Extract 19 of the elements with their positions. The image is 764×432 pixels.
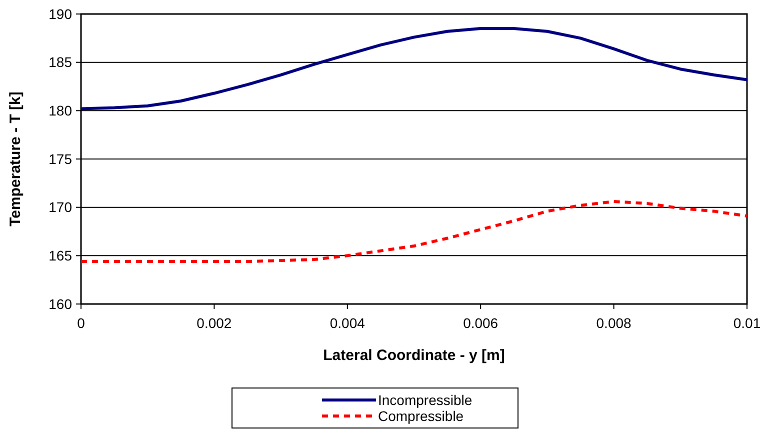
y-tick-label: 165 (48, 248, 72, 264)
x-axis-title: Lateral Coordinate - y [m] (323, 347, 505, 364)
x-tick-label: 0.008 (596, 315, 632, 331)
y-tick-label: 185 (48, 54, 72, 70)
y-tick-label: 175 (48, 150, 72, 167)
y-tick-label: 190 (48, 6, 72, 22)
y-axis-title: Temperature - T [k] (7, 92, 24, 226)
x-tick-label: 0.006 (463, 315, 498, 331)
y-tick-label: 170 (48, 199, 72, 216)
legend-label: Incompressible (378, 392, 472, 408)
x-tick-label: 0.002 (196, 315, 232, 331)
x-tick-label: 0.004 (330, 315, 366, 331)
line-series (80, 200, 748, 263)
x-tick-label: 0.01 (733, 315, 761, 331)
y-tick-label: 160 (48, 296, 72, 312)
x-tick-label: 0 (77, 315, 86, 331)
legend-label: Compressible (378, 408, 464, 424)
line-series (80, 27, 748, 110)
y-tick-label: 180 (48, 102, 72, 119)
